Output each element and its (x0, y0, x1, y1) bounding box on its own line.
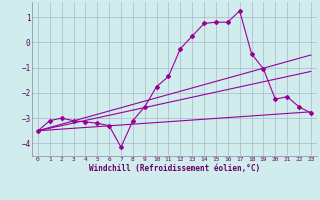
X-axis label: Windchill (Refroidissement éolien,°C): Windchill (Refroidissement éolien,°C) (89, 164, 260, 173)
